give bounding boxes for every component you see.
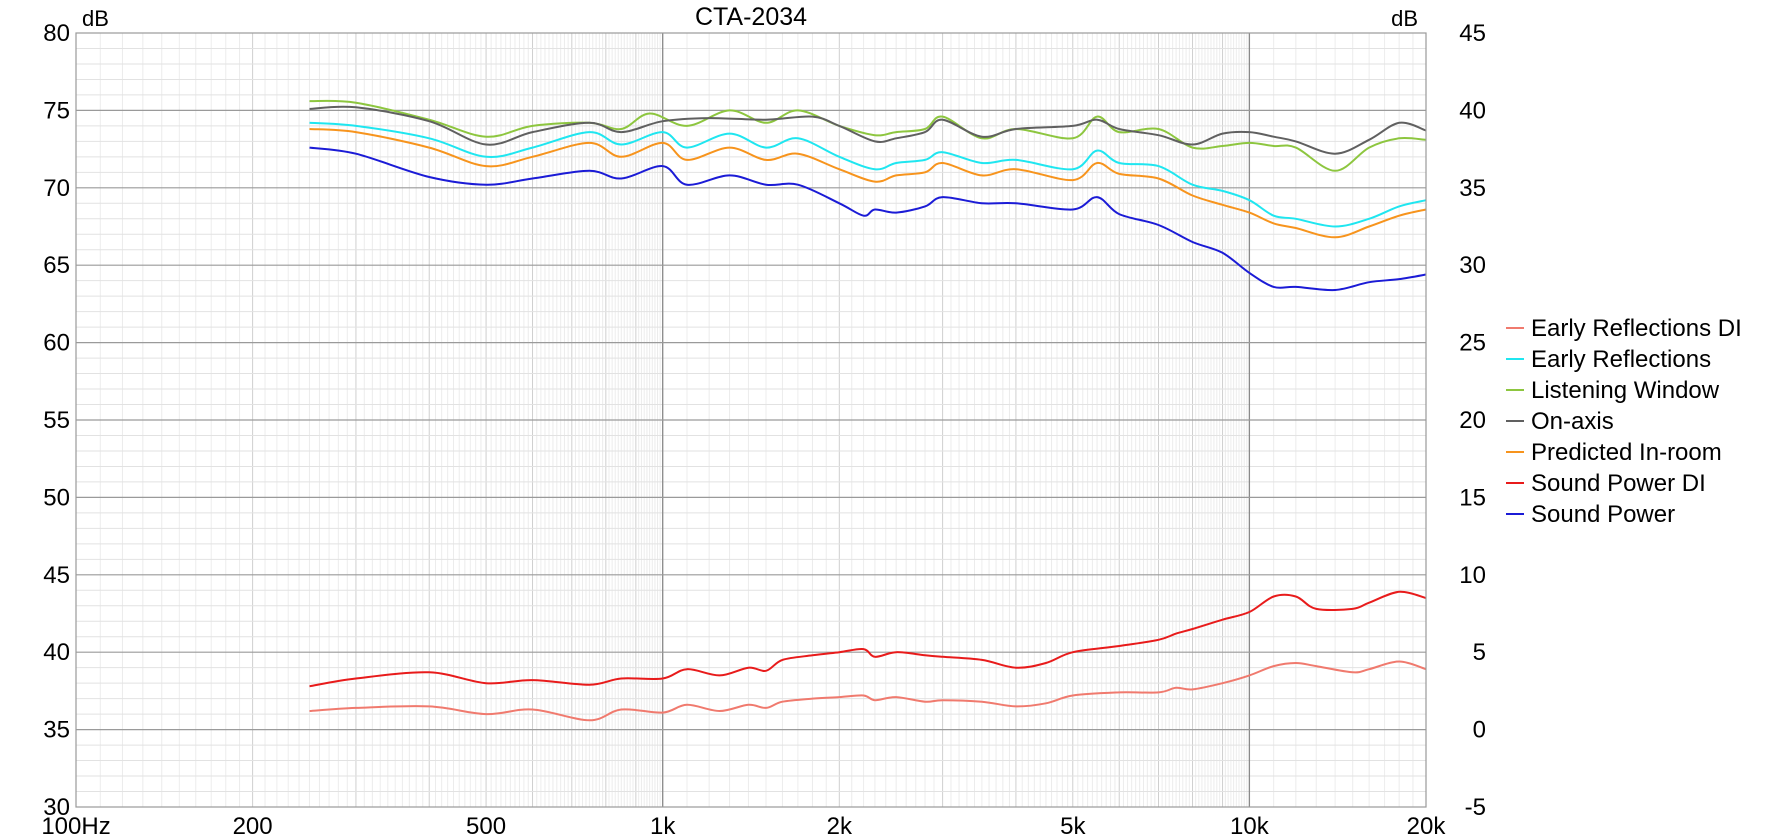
left-tick-label: 45: [43, 562, 70, 589]
right-tick-label: 0: [1473, 717, 1486, 744]
legend: Early Reflections DI Early Reflections Lis…: [1506, 315, 1742, 528]
left-tick-label: 50: [43, 484, 70, 511]
x-tick-label: 1k: [650, 813, 676, 838]
plot-frame: [75, 32, 1427, 808]
right-tick-label: 15: [1459, 484, 1486, 511]
x-tick-label: 10k: [1230, 813, 1270, 838]
series-line-sound-power: [309, 146, 1427, 292]
legend-label-listening-window: Listening Window: [1531, 377, 1720, 404]
right-tick-label: 25: [1459, 330, 1486, 357]
right-tick-label: 20: [1459, 407, 1486, 434]
left-tick-label: 40: [43, 639, 70, 666]
legend-label-sound-power: Sound Power: [1531, 501, 1675, 528]
left-tick-label: 55: [43, 407, 70, 434]
x-tick-label: 500: [466, 813, 506, 838]
series-line-sound-power-di: [309, 590, 1427, 688]
right-tick-label: 5: [1473, 639, 1486, 666]
left-tick-label: 70: [43, 175, 70, 202]
x-tick-label: 5k: [1060, 813, 1086, 838]
series-line-early-reflections-di: [309, 660, 1427, 722]
right-tick-label: 30: [1459, 252, 1486, 279]
legend-label-predicted-in-room: Predicted In-room: [1531, 439, 1722, 466]
left-axis-unit: dB: [82, 6, 109, 31]
legend-label-early-reflections-di: Early Reflections DI: [1531, 315, 1742, 342]
right-tick-label: 40: [1459, 97, 1486, 124]
left-tick-label: 75: [43, 97, 70, 124]
right-tick-label: 10: [1459, 562, 1486, 589]
x-tick-label: 2k: [827, 813, 853, 838]
right-tick-label: 35: [1459, 175, 1486, 202]
right-axis-ticks: -5 0 5 10 15 20 25 30 35 40 45: [1459, 20, 1486, 821]
chart-title: CTA-2034: [695, 3, 807, 31]
series-line-predicted-in-room: [309, 128, 1427, 239]
x-tick-label: 200: [233, 813, 273, 838]
x-tick-label: 20k: [1407, 813, 1447, 838]
left-tick-label: 35: [43, 717, 70, 744]
left-tick-label: 80: [43, 20, 70, 47]
series-line-early-reflections: [309, 121, 1427, 228]
left-tick-label: 65: [43, 252, 70, 279]
x-tick-label: 100Hz: [41, 813, 110, 838]
left-tick-label: 60: [43, 330, 70, 357]
series-line-on-axis: [309, 105, 1427, 155]
left-axis-ticks: 30 35 40 45 50 55 60 65 70 75 80: [43, 20, 70, 821]
legend-label-sound-power-di: Sound Power DI: [1531, 470, 1706, 497]
series-layer: [309, 99, 1427, 722]
left-tick-label: 30: [43, 794, 70, 821]
right-axis-unit: dB: [1391, 6, 1418, 31]
legend-label-early-reflections: Early Reflections: [1531, 346, 1711, 373]
right-tick-label: 45: [1459, 20, 1486, 47]
right-tick-label: -5: [1465, 794, 1486, 821]
x-axis-ticks: 100Hz 200 500 1k 2k 5k 10k 20k: [41, 813, 1446, 838]
plot-shade-left: [77, 34, 313, 746]
legend-label-on-axis: On-axis: [1531, 408, 1614, 435]
